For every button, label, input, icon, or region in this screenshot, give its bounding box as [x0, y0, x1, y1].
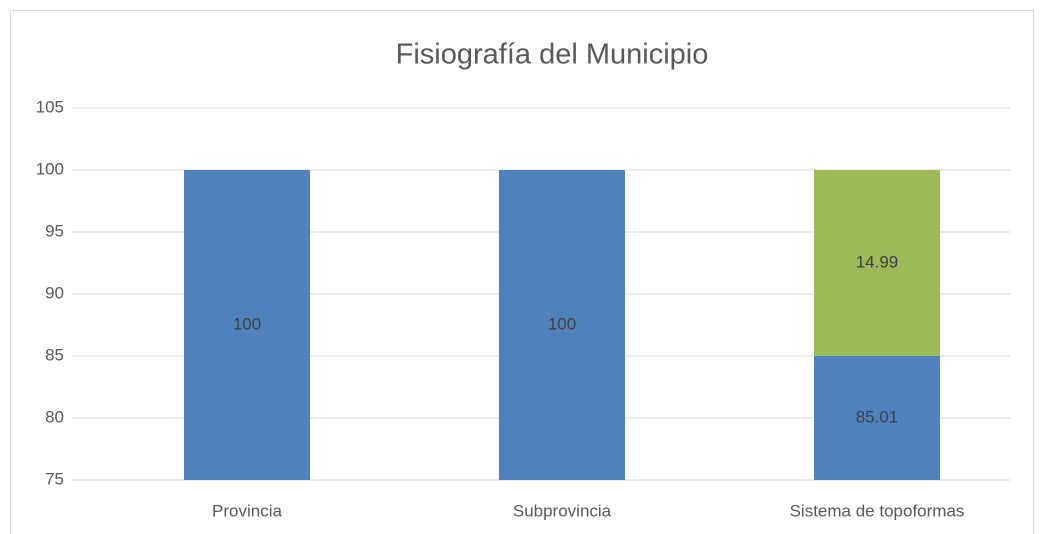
data-label: 85.01 [856, 407, 899, 426]
y-tick-label: 95 [45, 221, 64, 240]
bar-segment [814, 355, 940, 480]
data-label: 14.99 [856, 252, 899, 271]
bar-segment [814, 170, 940, 356]
y-tick-label: 100 [36, 159, 64, 178]
y-tick-label: 75 [45, 469, 64, 488]
x-tick-label: Sistema de topoformas [790, 501, 965, 520]
data-label: 100 [233, 314, 261, 333]
data-label: 100 [548, 314, 576, 333]
chart-title: Fisiografía del Municipio [396, 39, 709, 71]
y-tick-label: 105 [36, 97, 64, 116]
bar-segment [184, 170, 310, 480]
y-tick-label: 90 [45, 283, 64, 302]
y-tick-label: 80 [45, 407, 64, 426]
x-tick-label: Provincia [212, 501, 282, 520]
y-tick-label: 85 [45, 345, 64, 364]
bar-segment [499, 170, 625, 480]
x-tick-label: Subprovincia [513, 501, 612, 520]
